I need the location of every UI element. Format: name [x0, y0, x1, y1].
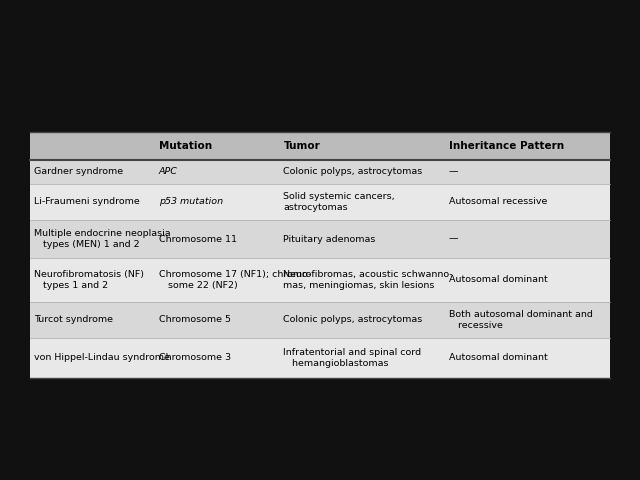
- Text: —: —: [449, 168, 458, 177]
- Text: —: —: [449, 235, 458, 243]
- Text: Li-Fraumeni syndrome: Li-Fraumeni syndrome: [34, 197, 140, 206]
- Text: some 22 (NF2): some 22 (NF2): [159, 281, 237, 290]
- Text: Multiple endocrine neoplasia: Multiple endocrine neoplasia: [34, 229, 171, 238]
- Bar: [30, 160, 610, 184]
- Bar: [30, 184, 610, 220]
- Text: hemangioblastomas: hemangioblastomas: [284, 359, 389, 368]
- Text: Tumor: Tumor: [284, 141, 320, 151]
- Bar: [30, 302, 610, 338]
- Text: Neurofibromatosis (NF): Neurofibromatosis (NF): [34, 270, 144, 279]
- Text: von Hippel-Lindau syndrome: von Hippel-Lindau syndrome: [34, 353, 170, 362]
- Text: Infratentorial and spinal cord: Infratentorial and spinal cord: [284, 348, 422, 357]
- Bar: [30, 132, 610, 160]
- Bar: [30, 258, 610, 302]
- Text: Gardner syndrome: Gardner syndrome: [34, 168, 123, 177]
- Text: astrocytomas: astrocytomas: [284, 203, 348, 212]
- Text: Pituitary adenomas: Pituitary adenomas: [284, 235, 376, 243]
- Text: Chromosome 11: Chromosome 11: [159, 235, 237, 243]
- Text: Autosomal recessive: Autosomal recessive: [449, 197, 547, 206]
- Text: APC: APC: [159, 168, 177, 177]
- Bar: [30, 220, 610, 258]
- Text: types 1 and 2: types 1 and 2: [34, 281, 108, 290]
- Text: Chromosome 17 (NF1); chromo-: Chromosome 17 (NF1); chromo-: [159, 270, 311, 279]
- Text: Solid systemic cancers,: Solid systemic cancers,: [284, 192, 395, 201]
- Text: types (MEN) 1 and 2: types (MEN) 1 and 2: [34, 240, 140, 249]
- Text: Turcot syndrome: Turcot syndrome: [34, 315, 113, 324]
- Text: Colonic polyps, astrocytomas: Colonic polyps, astrocytomas: [284, 315, 422, 324]
- Text: Both autosomal dominant and: Both autosomal dominant and: [449, 310, 593, 319]
- Bar: [30, 132, 610, 360]
- Text: Autosomal dominant: Autosomal dominant: [449, 353, 547, 362]
- Bar: [30, 338, 610, 378]
- Text: Autosomal dominant: Autosomal dominant: [449, 276, 547, 285]
- Text: Mutation: Mutation: [159, 141, 212, 151]
- Text: Colonic polyps, astrocytomas: Colonic polyps, astrocytomas: [284, 168, 422, 177]
- Text: Chromosome 3: Chromosome 3: [159, 353, 231, 362]
- Text: Neurofibromas, acoustic schwanno-: Neurofibromas, acoustic schwanno-: [284, 270, 453, 279]
- Text: mas, meningiomas, skin lesions: mas, meningiomas, skin lesions: [284, 281, 435, 290]
- Text: Inheritance Pattern: Inheritance Pattern: [449, 141, 564, 151]
- Text: p53 mutation: p53 mutation: [159, 197, 223, 206]
- Text: Chromosome 5: Chromosome 5: [159, 315, 230, 324]
- Text: recessive: recessive: [449, 321, 502, 330]
